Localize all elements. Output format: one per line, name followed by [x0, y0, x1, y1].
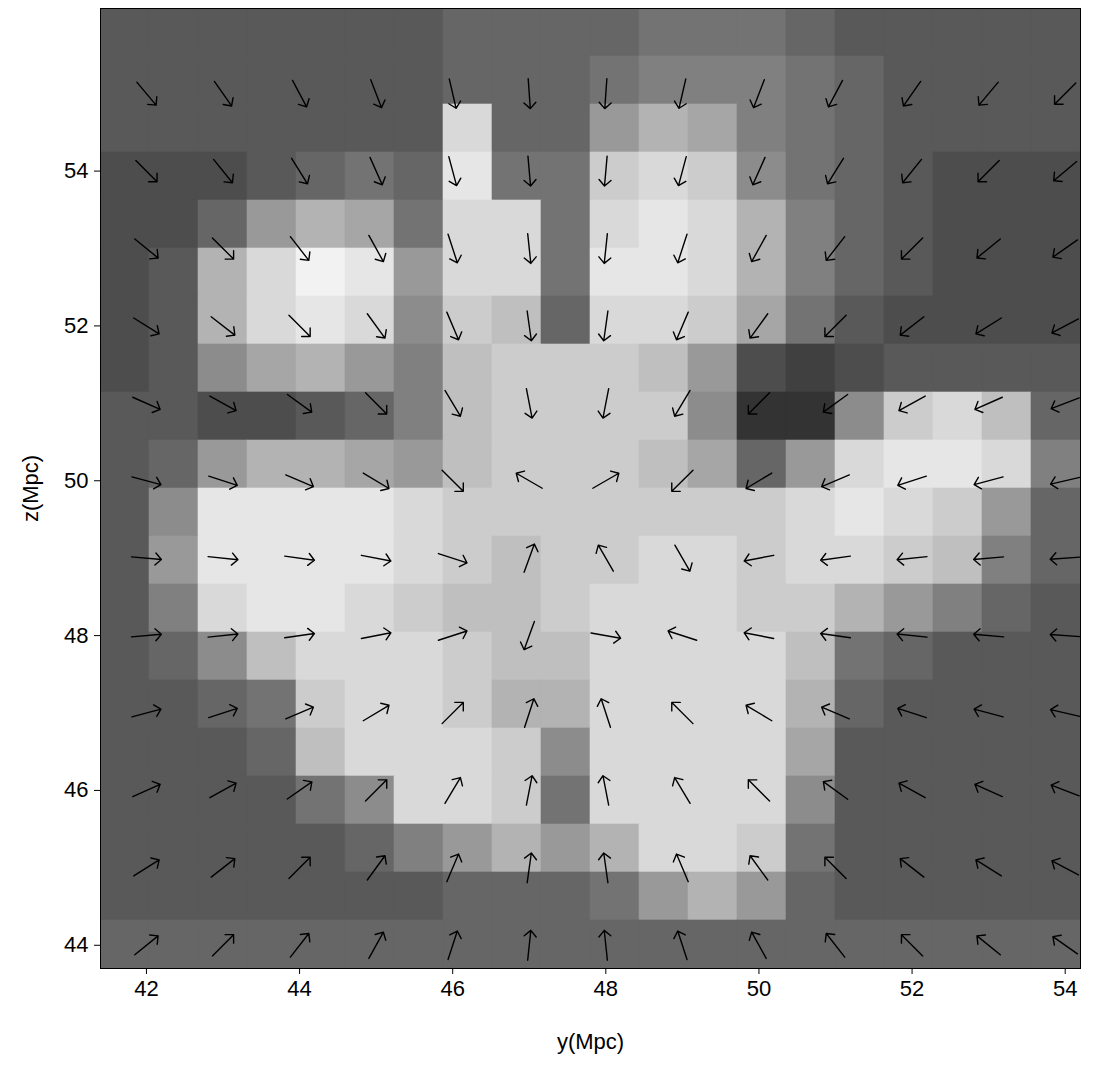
svg-text:44: 44 [64, 932, 88, 957]
svg-text:48: 48 [594, 976, 618, 1001]
svg-text:54: 54 [64, 158, 88, 183]
svg-text:42: 42 [134, 976, 158, 1001]
svg-text:y(Mpc): y(Mpc) [557, 1029, 624, 1054]
svg-text:46: 46 [440, 976, 464, 1001]
svg-text:z(Mpc): z(Mpc) [18, 455, 43, 522]
svg-text:50: 50 [64, 468, 88, 493]
svg-text:44: 44 [287, 976, 311, 1001]
svg-text:52: 52 [900, 976, 924, 1001]
svg-text:52: 52 [64, 313, 88, 338]
svg-text:46: 46 [64, 777, 88, 802]
svg-text:48: 48 [64, 623, 88, 648]
svg-text:54: 54 [1053, 976, 1077, 1001]
svg-text:50: 50 [747, 976, 771, 1001]
